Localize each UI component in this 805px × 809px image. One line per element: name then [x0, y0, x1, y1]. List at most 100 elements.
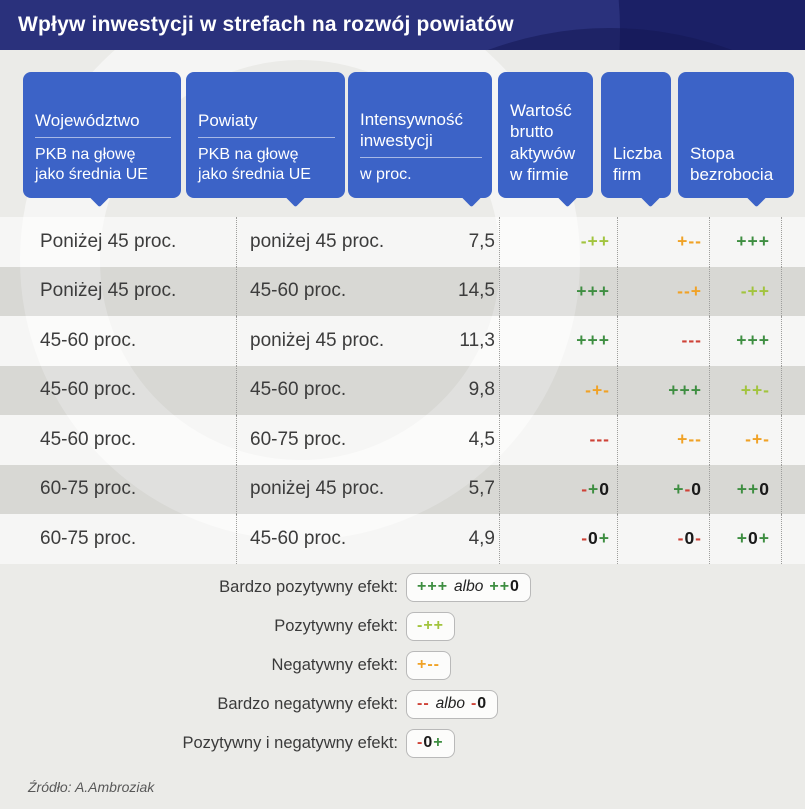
cell-intensywnosc: 14,5 [440, 266, 500, 316]
legend-label: Pozytywny i negatywny efekt: [182, 733, 398, 752]
cell-intensywnosc: 4,9 [440, 514, 500, 564]
cell-powiaty: poniżej 45 proc. [250, 329, 385, 351]
bubble-tail [745, 185, 767, 208]
cell-powiaty: 45-60 proc. [250, 280, 347, 302]
legend-symbols: -0 [470, 695, 488, 712]
legend-label: Bardzo negatywny efekt: [217, 694, 398, 713]
legend-item: Bardzo negatywny efekt: -- albo -0 [0, 685, 805, 724]
bubble-tail [89, 185, 111, 208]
legend-symbols: +++ [417, 578, 449, 595]
table-row: Poniżej 45 proc. 45-60 proc. 14,5 + + + --… [0, 266, 805, 317]
cell-wojewodztwo: 45-60 proc. [0, 365, 237, 415]
column-subtitle: PKB na głowę jako średnia UE [198, 146, 311, 183]
column-title: Wartość brutto aktywów w firmie [510, 101, 576, 184]
legend-symbols: -0+ [417, 734, 444, 751]
cell-spacer [782, 267, 805, 317]
legend-label: Bardzo pozytywny efekt: [219, 577, 398, 596]
legend-conjunction: albo [435, 695, 465, 712]
column-subtitle: w proc. [360, 166, 412, 183]
cell-wojewodztwo: 45-60 proc. [0, 415, 237, 465]
cell-powiaty: 45-60 proc. [250, 379, 347, 401]
legend-symbols: ++0 [489, 578, 520, 595]
legend-item: Negatywny efekt: +-- [0, 646, 805, 685]
header-divider [198, 137, 335, 138]
cell-spacer [782, 415, 805, 465]
legend-item: Bardzo pozytywny efekt: +++ albo ++0 [0, 568, 805, 607]
cell-wartosc-symbols: + + + [500, 266, 618, 316]
table-row: 45-60 proc. 60-75 proc. 4,5 --- + - - - + - [0, 415, 805, 465]
legend: Bardzo pozytywny efekt: +++ albo ++0 Poz… [0, 568, 805, 763]
cell-spacer [782, 316, 805, 366]
column-title: Województwo [35, 110, 140, 130]
cell-spacer [782, 465, 805, 515]
cell-powiaty: poniżej 45 proc. [250, 230, 385, 252]
cell-wartosc-symbols: - +0 [500, 464, 618, 514]
cell-stopa-symbols: + + + [710, 316, 782, 366]
column-title: Stopa bezrobocia [690, 143, 774, 184]
column-header-wartosc-brutto: Wartość brutto aktywów w firmie [498, 72, 593, 208]
cell-spacer [782, 514, 805, 564]
cell-intensywnosc: 11,3 [440, 316, 500, 366]
column-title: Intensywność inwestycji [360, 109, 463, 150]
column-header-liczba-firm: Liczba firm [601, 72, 671, 208]
cell-liczba-symbols: + -0 [618, 464, 710, 514]
column-headers: Województwo PKB na głowę jako średnia UE… [0, 72, 805, 208]
cell-spacer [782, 217, 805, 267]
cell-powiaty: 45-60 proc. [250, 527, 347, 549]
legend-symbol-box: -++ [406, 611, 456, 641]
cell-powiaty: poniżej 45 proc. [250, 478, 385, 500]
page-title: Wpływ inwestycji w strefach na rozwój po… [18, 13, 514, 36]
cell-wartosc-symbols: -0 + [500, 514, 618, 564]
legend-label: Pozytywny efekt: [274, 616, 398, 635]
column-header-stopa-bezrobocia: Stopa bezrobocia [678, 72, 794, 208]
cell-liczba-symbols: + - - [618, 217, 710, 267]
table-row: 60-75 proc. poniżej 45 proc. 5,7 - +0 + -0… [0, 464, 805, 515]
cell-intensywnosc: 5,7 [440, 464, 500, 514]
cell-wojewodztwo: 45-60 proc. [0, 316, 237, 366]
header-divider [360, 157, 482, 158]
table-row: Poniżej 45 proc. poniżej 45 proc. 7,5 - +… [0, 217, 805, 267]
legend-symbol-box: +-- [406, 650, 451, 680]
legend-label: Negatywny efekt: [271, 655, 398, 674]
column-subtitle: PKB na głowę jako średnia UE [35, 146, 148, 183]
cell-wojewodztwo: Poniżej 45 proc. [0, 217, 237, 267]
legend-symbol-box: +++ albo ++0 [406, 572, 531, 602]
cell-intensywnosc: 4,5 [440, 415, 500, 465]
bubble-tail [284, 185, 306, 208]
cell-intensywnosc: 9,8 [440, 365, 500, 415]
cell-wojewodztwo: 60-75 proc. [0, 514, 237, 564]
title-bar: Wpływ inwestycji w strefach na rozwój po… [0, 0, 805, 50]
column-header-powiaty: Powiaty PKB na głowę jako średnia UE [186, 72, 345, 208]
cell-liczba-symbols: --- [618, 316, 710, 366]
cell-wartosc-symbols: + + + [500, 316, 618, 366]
legend-item: Pozytywny i negatywny efekt: -0+ [0, 724, 805, 763]
cell-wartosc-symbols: - + + [500, 217, 618, 267]
cell-liczba-symbols: + + + [618, 365, 710, 415]
cell-powiaty: 60-75 proc. [250, 428, 347, 450]
cell-stopa-symbols: + + - [710, 365, 782, 415]
table-row: 45-60 proc. poniżej 45 proc. 11,3 + + + --… [0, 316, 805, 366]
bubble-tail [460, 185, 482, 208]
legend-symbols: -- [417, 695, 430, 712]
cell-wojewodztwo: 60-75 proc. [0, 464, 237, 514]
legend-item: Pozytywny efekt: -++ [0, 607, 805, 646]
table-row: 60-75 proc. 45-60 proc. 4,9 -0 + -0- +0 + [0, 514, 805, 564]
cell-stopa-symbols: - + - [710, 415, 782, 465]
legend-symbols: +-- [417, 656, 440, 673]
column-header-wojewodztwo: Województwo PKB na głowę jako średnia UE [23, 72, 181, 208]
cell-wartosc-symbols: - + - [500, 365, 618, 415]
header-divider [35, 137, 171, 138]
column-title: Liczba firm [613, 143, 663, 184]
legend-symbol-box: -0+ [406, 728, 455, 758]
source-note: Źródło: A.Ambroziak [28, 778, 155, 795]
legend-conjunction: albo [454, 578, 484, 595]
cell-liczba-symbols: - - + [618, 266, 710, 316]
cell-stopa-symbols: + + + [710, 217, 782, 267]
legend-symbols: -++ [417, 617, 445, 634]
bubble-tail [557, 185, 579, 208]
legend-symbol-box: -- albo -0 [406, 689, 499, 719]
cell-intensywnosc: 7,5 [440, 217, 500, 267]
column-header-intensywnosc: Intensywność inwestycji w proc. [348, 72, 492, 208]
cell-liczba-symbols: -0- [618, 514, 710, 564]
